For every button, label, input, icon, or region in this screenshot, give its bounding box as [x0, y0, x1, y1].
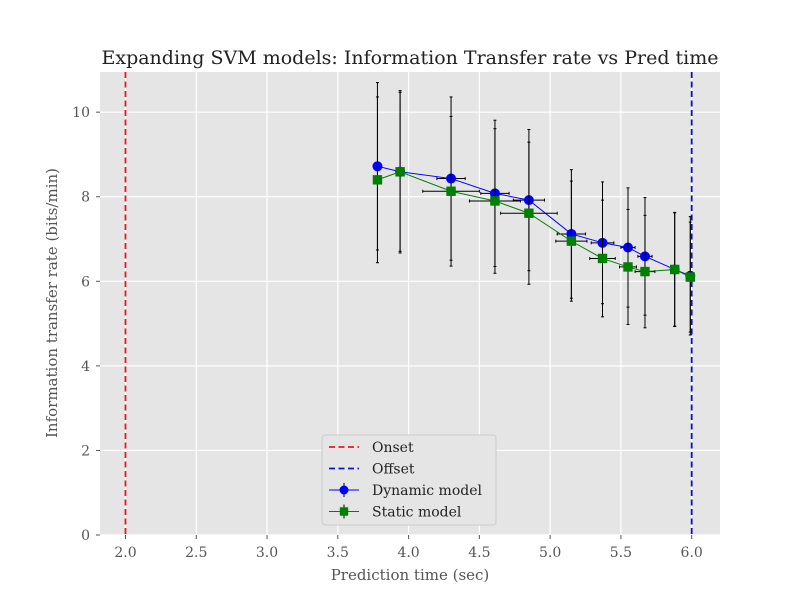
reference-lines: [124, 72, 693, 535]
x-axis-label: Prediction time (sec): [331, 566, 490, 584]
data-point: [566, 236, 577, 246]
legend: Onset Offset Dynamic model Static model: [321, 434, 497, 526]
legend-label: Static model: [372, 505, 462, 521]
legend-entry: Onset: [329, 440, 414, 456]
y-axis-label: Information transfer rate (bits/min): [43, 168, 61, 438]
data-point: [685, 272, 695, 282]
y-tick-label: 6: [81, 274, 90, 290]
data-point: [395, 167, 405, 177]
legend-box: [321, 434, 497, 526]
x-tick-label: 4.5: [468, 545, 490, 561]
data-point: [640, 266, 650, 277]
x-tick-label: 4.0: [397, 545, 419, 561]
chart-title: Expanding SVM models: Information Transf…: [101, 47, 718, 69]
data-point: [597, 253, 608, 264]
legend-label: Offset: [372, 462, 415, 478]
data-point: [623, 262, 633, 272]
x-tick-label: 6.0: [681, 545, 703, 561]
y-tick-label: 4: [81, 359, 90, 375]
y-tick-label: 0: [81, 528, 90, 544]
x-tick-label: 2.5: [185, 545, 207, 561]
series-layer: [372, 82, 696, 336]
x-tick-label: 5.0: [539, 545, 561, 561]
data-point: [524, 208, 534, 218]
x-tick-label: 2.0: [114, 545, 136, 561]
ticks: 2.0 2.5 3.0 3.5 4.0 4.5 5.0 5.5 6.0 0 2 4 6 8 10: [72, 105, 703, 561]
y-tick-label: 10: [72, 105, 90, 121]
x-tick-label: 5.5: [610, 545, 632, 561]
legend-label: Dynamic model: [372, 483, 482, 499]
legend-marker: [339, 485, 349, 495]
legend-entry: Dynamic model: [329, 483, 482, 499]
y-tick-label: 8: [81, 190, 90, 206]
data-point: [446, 186, 456, 196]
legend-entry: Offset: [329, 462, 415, 478]
legend-marker: [339, 507, 349, 516]
x-tick-label: 3.0: [256, 545, 278, 561]
data-point: [490, 196, 500, 206]
series-1: [372, 91, 695, 333]
legend-entry: Static model: [329, 504, 462, 521]
data-point: [670, 264, 680, 275]
x-tick-label: 3.5: [327, 545, 349, 561]
legend-label: Onset: [372, 440, 414, 456]
data-point: [372, 175, 383, 185]
y-tick-label: 2: [81, 443, 90, 459]
